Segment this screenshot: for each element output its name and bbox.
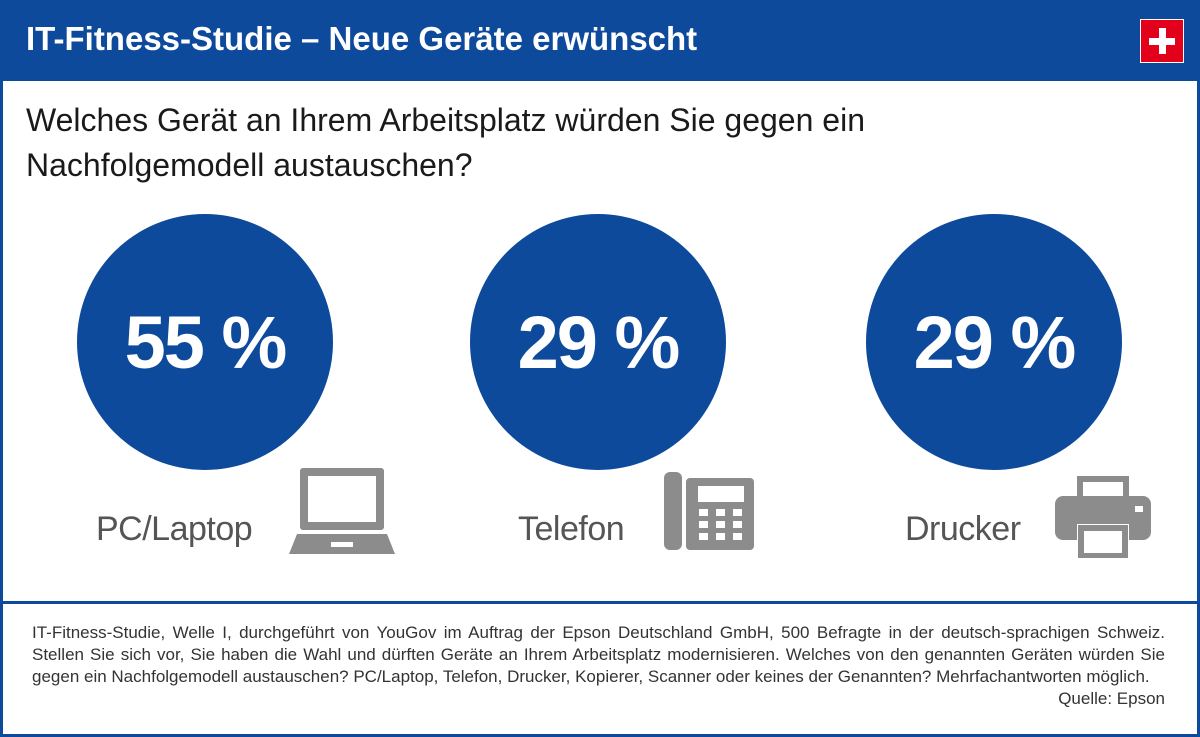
question-line-1: Welches Gerät an Ihrem Arbeitsplatz würd…	[26, 102, 865, 138]
header-title: IT-Fitness-Studie – Neue Geräte erwünsch…	[26, 20, 698, 57]
value-label-telefon: 29 %	[517, 300, 681, 384]
value-circle-telefon: 29 %	[470, 214, 726, 470]
printer-icon	[1055, 476, 1151, 558]
footnote-text: IT-Fitness-Studie, Welle I, durchgeführt…	[32, 623, 1165, 686]
header-bar: IT-Fitness-Studie – Neue Geräte erwünsch…	[0, 0, 1200, 81]
value-label-drucker: 29 %	[913, 300, 1077, 384]
source-label: Quelle: Epson	[1058, 689, 1165, 708]
swiss-flag-icon	[1140, 19, 1184, 63]
value-label-pc-laptop: 55 %	[124, 300, 288, 384]
category-label-telefon: Telefon	[518, 510, 625, 548]
question-text: Welches Gerät an Ihrem Arbeitsplatz würd…	[26, 98, 1166, 188]
laptop-icon	[289, 468, 395, 554]
value-circle-drucker: 29 %	[866, 214, 1122, 470]
footer-divider	[3, 601, 1197, 604]
question-line-2: Nachfolgemodell austauschen?	[26, 147, 473, 183]
category-label-pc-laptop: PC/Laptop	[96, 510, 253, 548]
value-circle-pc-laptop: 55 %	[77, 214, 333, 470]
desk-phone-icon	[664, 472, 754, 550]
category-label-drucker: Drucker	[905, 510, 1021, 548]
